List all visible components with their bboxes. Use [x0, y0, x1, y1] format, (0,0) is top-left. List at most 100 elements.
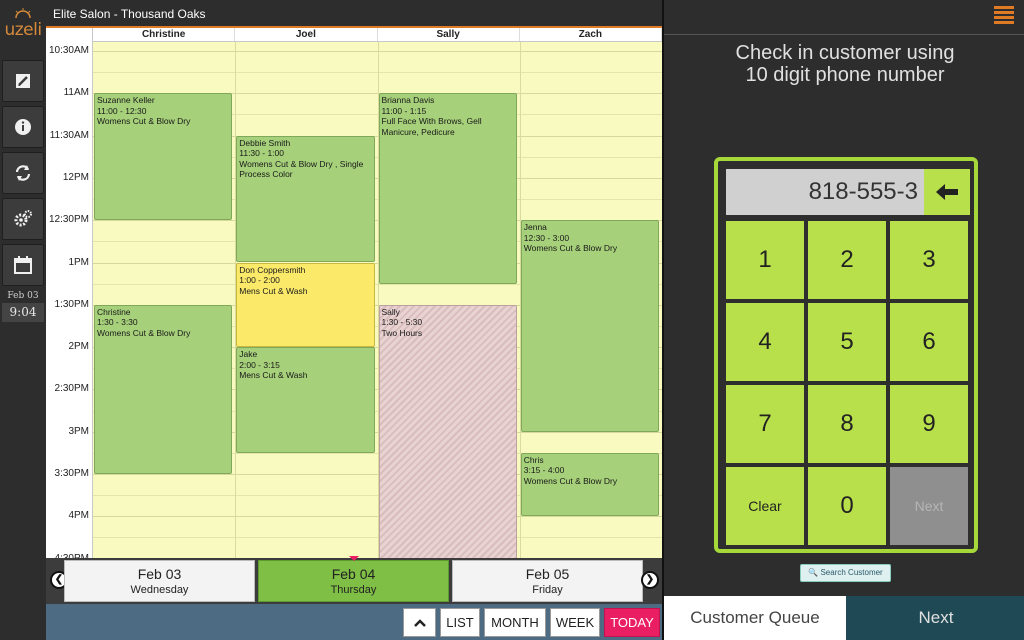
next-button[interactable]: Next [846, 596, 1024, 640]
day-date: Feb 04 [331, 566, 376, 582]
key-8[interactable]: 8 [808, 385, 886, 463]
appointment-time: 3:15 - 4:00 [523, 465, 565, 476]
column-divider [235, 42, 237, 558]
staff-column-header: Zach [520, 28, 662, 41]
appointment-name: Jake [239, 349, 258, 360]
staff-column-header: Joel [235, 28, 378, 41]
time-label: 10:30AM [48, 45, 89, 56]
checkin-panel: Check in customer using 10 digit phone n… [662, 0, 1024, 640]
logo-sun-icon [15, 8, 31, 18]
appointment-card[interactable]: Christine 1:30 - 3:30 Womens Cut & Blow Dr… [94, 304, 233, 474]
appointment-time: 1:00 - 2:00 [239, 275, 280, 285]
appointment-service: Womens Cut & Blow Dry [97, 327, 191, 338]
appointment-name: Jenna [523, 222, 547, 233]
instruction-line-1: Check in customer using [735, 42, 955, 64]
scroll-up-button[interactable] [403, 608, 436, 637]
settings-button[interactable] [2, 198, 44, 240]
appointment-card[interactable]: Sally 1:30 - 5:30 Two Hours [378, 304, 517, 558]
time-label: 4PM [68, 510, 89, 522]
time-label: 11AM [63, 87, 89, 99]
schedule-grid: Suzanne Keller 11:00 - 12:30 Womens Cut & … [93, 42, 662, 558]
appointment-time: 2:00 - 3:15 [239, 359, 280, 370]
info-icon [15, 119, 31, 135]
backspace-button[interactable] [924, 169, 970, 215]
calendar-icon [14, 256, 32, 274]
key-9[interactable]: 9 [890, 385, 968, 463]
search-customer-button[interactable]: 🔍 Search Customer [800, 564, 891, 582]
appointment-card[interactable]: Jenna 12:30 - 3:00 Womens Cut & Blow Dry [520, 220, 659, 432]
edit-icon [16, 74, 30, 88]
appointment-card[interactable]: Brianna Davis 11:00 - 1:15 Full Face With … [378, 93, 517, 284]
phone-keypad: 818-555-3 1 2 3 4 5 6 7 8 9 Clear 0 Next [714, 157, 978, 553]
appointment-name: Sally [381, 306, 400, 317]
time-label: 2:30PM [54, 383, 89, 395]
key-2[interactable]: 2 [808, 221, 886, 299]
appointment-card[interactable]: Debbie Smith 11:30 - 1:00 Womens Cut & Blo… [236, 135, 375, 263]
calendar-button[interactable] [2, 244, 44, 286]
appointment-card[interactable]: Jake 2:00 - 3:15 Mens Cut & Wash [236, 347, 375, 453]
checkin-instruction: Check in customer using 10 digit phone n… [664, 42, 1024, 86]
appointment-time: 11:30 - 1:00 [239, 148, 284, 159]
appointment-time: 11:00 - 1:15 [381, 105, 427, 116]
appointment-name: Don Coppersmith [239, 264, 306, 275]
key-3[interactable]: 3 [890, 221, 968, 299]
day-button-feb-04[interactable]: Feb 04 Thursday [258, 560, 449, 602]
day-weekday: Wednesday [130, 584, 189, 596]
time-column: 10:30AM 11AM 11:30AM 12PM 12:30PM 1PM 1:30PM 2P… [46, 28, 93, 558]
appointment-name: Christine [97, 306, 131, 317]
appointment-service: Mens Cut & Wash [239, 285, 308, 296]
appointment-service: Full Face With Brows, Gell Manicure, Ped… [381, 116, 482, 137]
appointment-card[interactable]: Don Coppersmith 1:00 - 2:00 Mens Cut & Was… [236, 262, 375, 348]
date-strip: ❮ Feb 03 Wednesday Feb 04 Thursday Feb 0… [46, 556, 662, 604]
appointment-card[interactable]: Suzanne Keller 11:00 - 12:30 Womens Cut & … [94, 93, 233, 221]
appointment-time: 11:00 - 12:30 [97, 105, 147, 116]
schedule-calendar: 10:30AM 11AM 11:30AM 12PM 12:30PM 1PM 1:30PM 2P… [46, 28, 662, 558]
refresh-button[interactable] [2, 152, 44, 194]
key-5[interactable]: 5 [808, 303, 886, 381]
day-button-feb-03[interactable]: Feb 03 Wednesday [64, 560, 255, 602]
refresh-icon [15, 165, 31, 181]
view-toolbar: LIST MONTH WEEK TODAY [46, 604, 662, 640]
appointment-name: Chris [523, 454, 544, 465]
time-label: 3PM [68, 425, 89, 437]
key-6[interactable]: 6 [890, 303, 968, 381]
clear-key[interactable]: Clear [726, 467, 804, 545]
appointment-service: Mens Cut & Wash [239, 370, 308, 381]
info-button[interactable] [2, 106, 44, 148]
key-7[interactable]: 7 [726, 385, 804, 463]
customer-queue-button[interactable]: Customer Queue [664, 596, 846, 640]
week-view-button[interactable]: WEEK [550, 608, 600, 637]
prev-day-button[interactable]: ❮ [50, 571, 68, 589]
search-icon: 🔍 [808, 568, 819, 577]
appointment-service: Two Hours [381, 327, 423, 338]
day-weekday: Friday [532, 584, 563, 596]
divider [664, 34, 1024, 35]
key-0[interactable]: 0 [808, 467, 886, 545]
time-label: 2PM [68, 341, 89, 353]
hamburger-icon [994, 6, 1014, 9]
appointment-name: Brianna Davis [381, 95, 435, 106]
time-label: 1:30PM [54, 298, 89, 310]
staff-header: Christine Joel Sally Zach [93, 28, 662, 42]
time-label: 12:30PM [48, 214, 89, 226]
key-4[interactable]: 4 [726, 303, 804, 381]
hamburger-line [994, 21, 1014, 24]
today-button[interactable]: TODAY [604, 608, 660, 637]
key-1[interactable]: 1 [726, 221, 804, 299]
appointment-service: Womens Cut & Blow Dry [97, 116, 191, 127]
day-button-feb-05[interactable]: Feb 05 Friday [452, 560, 643, 602]
month-view-button[interactable]: MONTH [484, 608, 546, 637]
day-date: Feb 03 [137, 566, 182, 582]
appointment-card[interactable]: Chris 3:15 - 4:00 Womens Cut & Blow Dry [520, 452, 659, 517]
menu-button[interactable] [994, 6, 1014, 24]
list-view-button[interactable]: LIST [440, 608, 480, 637]
staff-column-header: Sally [378, 28, 520, 41]
edit-button[interactable] [2, 60, 44, 102]
appointment-time: 1:30 - 3:30 [97, 317, 138, 328]
appointment-service: Womens Cut & Blow Dry [523, 475, 618, 486]
next-day-button[interactable]: ❯ [641, 571, 659, 589]
next-key-disabled[interactable]: Next [890, 467, 968, 545]
hamburger-line [994, 16, 1014, 19]
settings-icon [14, 210, 32, 227]
